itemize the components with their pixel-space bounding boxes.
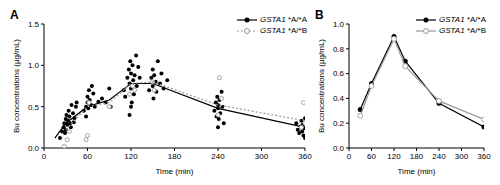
svg-text:0.0: 0.0 [28,144,40,153]
html-text:B: B [315,8,324,22]
svg-text:Bu concentrations (μg/mL): Bu concentrations (μg/mL) [317,39,326,133]
svg-text:120: 120 [387,152,401,161]
svg-text:120: 120 [124,152,138,161]
svg-text:1.0: 1.0 [333,20,345,29]
svg-text:60: 60 [367,152,376,161]
svg-text:360: 360 [298,152,312,161]
svg-text:0.6: 0.6 [333,69,345,78]
svg-text:0.5: 0.5 [28,103,40,112]
html-text:GSTA1 *A/*A: GSTA1 *A/*A [260,15,307,24]
html-text:GSTA1 *A/*A: GSTA1 *A/*A [439,15,486,24]
svg-text:Bu concentrations (μg/mL): Bu concentrations (μg/mL) [12,39,21,133]
html-text:GSTA1 *A/*B: GSTA1 *A/*B [439,26,486,35]
svg-text:Time (min): Time (min) [156,167,194,176]
svg-text:300: 300 [255,152,269,161]
svg-text:300: 300 [455,152,469,161]
svg-text:0.8: 0.8 [333,45,345,54]
svg-text:240: 240 [432,152,446,161]
svg-text:60: 60 [83,152,92,161]
svg-text:360: 360 [477,152,491,161]
svg-text:180: 180 [410,152,424,161]
svg-text:0: 0 [347,152,352,161]
svg-text:0.0: 0.0 [333,144,345,153]
svg-text:1.0: 1.0 [28,61,40,70]
svg-text:Time (min): Time (min) [398,167,436,176]
svg-text:240: 240 [211,152,225,161]
html-text:A: A [10,8,19,22]
svg-text:0: 0 [42,152,47,161]
svg-text:0.4: 0.4 [333,94,345,103]
svg-text:180: 180 [168,152,182,161]
html-text:GSTA1 *A/*B: GSTA1 *A/*B [260,26,307,35]
svg-text:0.2: 0.2 [333,119,345,128]
svg-text:1.5: 1.5 [28,20,40,29]
